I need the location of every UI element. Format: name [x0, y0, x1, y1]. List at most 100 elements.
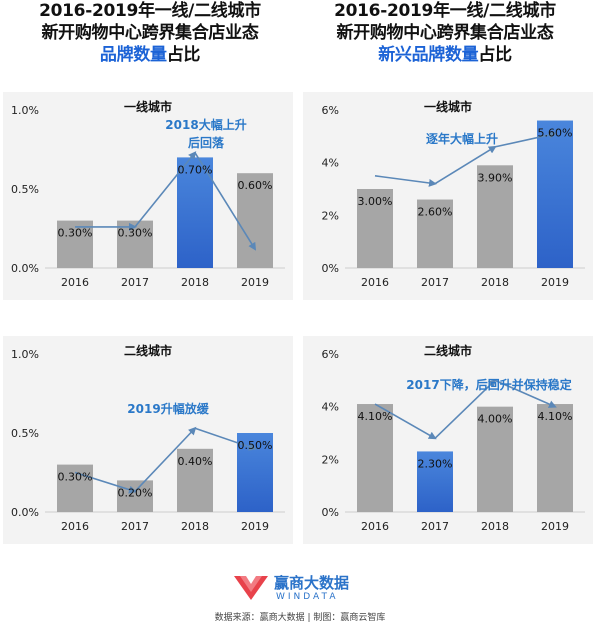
chart-annotation: 2019升幅放缓	[113, 400, 223, 418]
bar-2017	[417, 199, 453, 268]
bar-2016	[357, 189, 393, 268]
headline-right-line1: 2016-2019年一线/二线城市	[334, 1, 556, 21]
data-label: 4.10%	[358, 410, 393, 423]
data-label: 2.60%	[418, 206, 453, 219]
headline-left-line1: 2016-2019年一线/二线城市	[39, 1, 261, 21]
data-label: 4.00%	[478, 413, 513, 426]
x-tick-label: 2019	[241, 520, 269, 533]
headline-left-line3: 品牌数量占比	[5, 44, 295, 66]
y-tick-label: 4%	[322, 401, 339, 414]
windata-logo: 赢商大数据 WINDATA	[232, 572, 382, 606]
trend-arrow	[134, 426, 197, 493]
annotation-line: 2019升幅放缓	[127, 402, 209, 416]
chart-annotation: 逐年大幅上升	[407, 130, 517, 148]
headline-right-suffix: 占比	[478, 45, 512, 65]
trend-arrow	[194, 152, 257, 251]
logo-name: 赢商大数据	[274, 574, 350, 592]
headline-right: 2016-2019年一线/二线城市 新开购物中心跨界集合店业态 新兴品牌数量占比	[300, 0, 590, 66]
data-label: 3.00%	[358, 195, 393, 208]
chart-title: 二线城市	[423, 344, 472, 358]
chart-annotation: 2018大幅上升 后回落	[151, 116, 261, 152]
y-tick-label: 2%	[322, 209, 339, 222]
logo-sub: WINDATA	[276, 592, 339, 602]
chart-panel-tier1-new-brand-share: 一线城市 0% 2% 4% 6% 2016 2017 2018 2019 3.00% 2.60% 3…	[303, 92, 593, 300]
trend-arrow	[494, 131, 557, 148]
y-tick-label: 0%	[322, 506, 339, 519]
annotation-line: 后回落	[187, 136, 224, 150]
data-label: 0.20%	[118, 486, 153, 499]
chart-panel-tier2-brand-share: 二线城市 0.0% 0.5% 1.0% 2016 2017 2018 2019 0.30% 0.…	[3, 336, 293, 544]
trend-arrow	[374, 175, 437, 187]
data-label: 0.30%	[118, 227, 153, 240]
chart-title: 二线城市	[123, 344, 172, 358]
chart-panel-tier1-brand-share: 一线城市 0.0% 0.5% 1.0% 2016 2017 2018 2019 0.30% 0.…	[3, 92, 293, 300]
headline-left-accent: 品牌数量	[99, 45, 167, 65]
data-label: 0.30%	[58, 471, 93, 484]
bar-2018	[177, 448, 213, 512]
trend-arrow	[134, 151, 197, 228]
y-tick-label: 0.0%	[11, 506, 39, 519]
bar-2019	[537, 404, 573, 512]
headline-right-accent: 新兴品牌数量	[378, 45, 479, 65]
bar-2019	[537, 120, 573, 269]
trend-arrow	[434, 378, 497, 439]
annotation-line: 2018大幅上升	[165, 118, 247, 132]
headline-right-line3: 新兴品牌数量占比	[300, 44, 590, 66]
x-tick-label: 2017	[121, 520, 149, 533]
annotation-line: 逐年大幅上升	[425, 132, 498, 146]
x-tick-label: 2019	[541, 276, 569, 289]
bar-2016	[357, 404, 393, 512]
x-tick-label: 2017	[421, 520, 449, 533]
y-tick-label: 0%	[322, 262, 339, 275]
y-tick-label: 6%	[322, 348, 339, 361]
chart-svg: 0.0% 0.5% 1.0% 2016 2017 2018 2019 0.30% 0.30% 0.…	[11, 104, 285, 289]
y-tick-label: 1.0%	[11, 104, 39, 117]
headline-left-line2: 新开购物中心跨界集合店业态	[41, 23, 259, 43]
x-tick-label: 2018	[481, 520, 509, 533]
y-tick-label: 0.0%	[11, 262, 39, 275]
source-note: 数据来源：赢商大数据 | 制图：赢商云智库	[214, 613, 386, 623]
bar-2019	[237, 173, 273, 268]
trend-arrow	[74, 471, 137, 494]
trend-arrow	[434, 145, 497, 185]
chart-panel-tier2-new-brand-share: 二线城市 0% 2% 4% 6% 2016 2017 2018 2019 4.10% 2.30% 4…	[303, 336, 593, 544]
y-tick-label: 6%	[322, 104, 339, 117]
data-label: 0.70%	[178, 163, 213, 176]
x-tick-label: 2016	[361, 520, 389, 533]
y-tick-label: 0.5%	[11, 183, 39, 196]
trend-arrow	[494, 379, 557, 408]
x-tick-label: 2018	[481, 276, 509, 289]
headline-left: 2016-2019年一线/二线城市 新开购物中心跨界集合店业态 品牌数量占比	[5, 0, 295, 66]
x-tick-label: 2019	[241, 276, 269, 289]
headline-left-suffix: 占比	[166, 45, 201, 65]
data-label: 0.40%	[178, 455, 213, 468]
x-tick-label: 2016	[361, 276, 389, 289]
chart-annotation: 2017下降，后回升并保持稳定	[389, 376, 589, 394]
annotation-line: 2017下降，后回升并保持稳定	[406, 378, 572, 392]
y-tick-label: 2%	[322, 453, 339, 466]
data-label: 3.90%	[478, 171, 513, 184]
data-label: 0.60%	[238, 179, 273, 192]
bar-2017	[417, 451, 453, 512]
data-label: 4.10%	[538, 410, 573, 423]
data-label: 0.30%	[58, 227, 93, 240]
chart-svg: 0.0% 0.5% 1.0% 2016 2017 2018 2019 0.30% 0.20% 0.…	[11, 348, 285, 533]
y-tick-label: 1.0%	[11, 348, 39, 361]
trend-arrow	[374, 403, 437, 440]
data-label: 0.50%	[238, 439, 273, 452]
chart-svg: 0% 2% 4% 6% 2016 2017 2018 2019 3.00% 2.60% 3.90% 5…	[322, 104, 585, 289]
bar-2018	[477, 406, 513, 512]
headline-right-line2: 新开购物中心跨界集合店业态	[336, 23, 554, 43]
y-tick-label: 0.5%	[11, 427, 39, 440]
bar-2016	[57, 220, 93, 268]
chart-title: 一线城市	[423, 100, 472, 114]
x-tick-label: 2018	[181, 276, 209, 289]
x-tick-label: 2016	[61, 520, 89, 533]
chart-title: 一线城市	[123, 100, 172, 114]
x-tick-label: 2019	[541, 520, 569, 533]
bar-2017	[117, 480, 153, 512]
data-label: 2.30%	[418, 457, 453, 470]
bar-2018	[477, 165, 513, 268]
x-tick-label: 2017	[421, 276, 449, 289]
x-tick-label: 2017	[121, 276, 149, 289]
